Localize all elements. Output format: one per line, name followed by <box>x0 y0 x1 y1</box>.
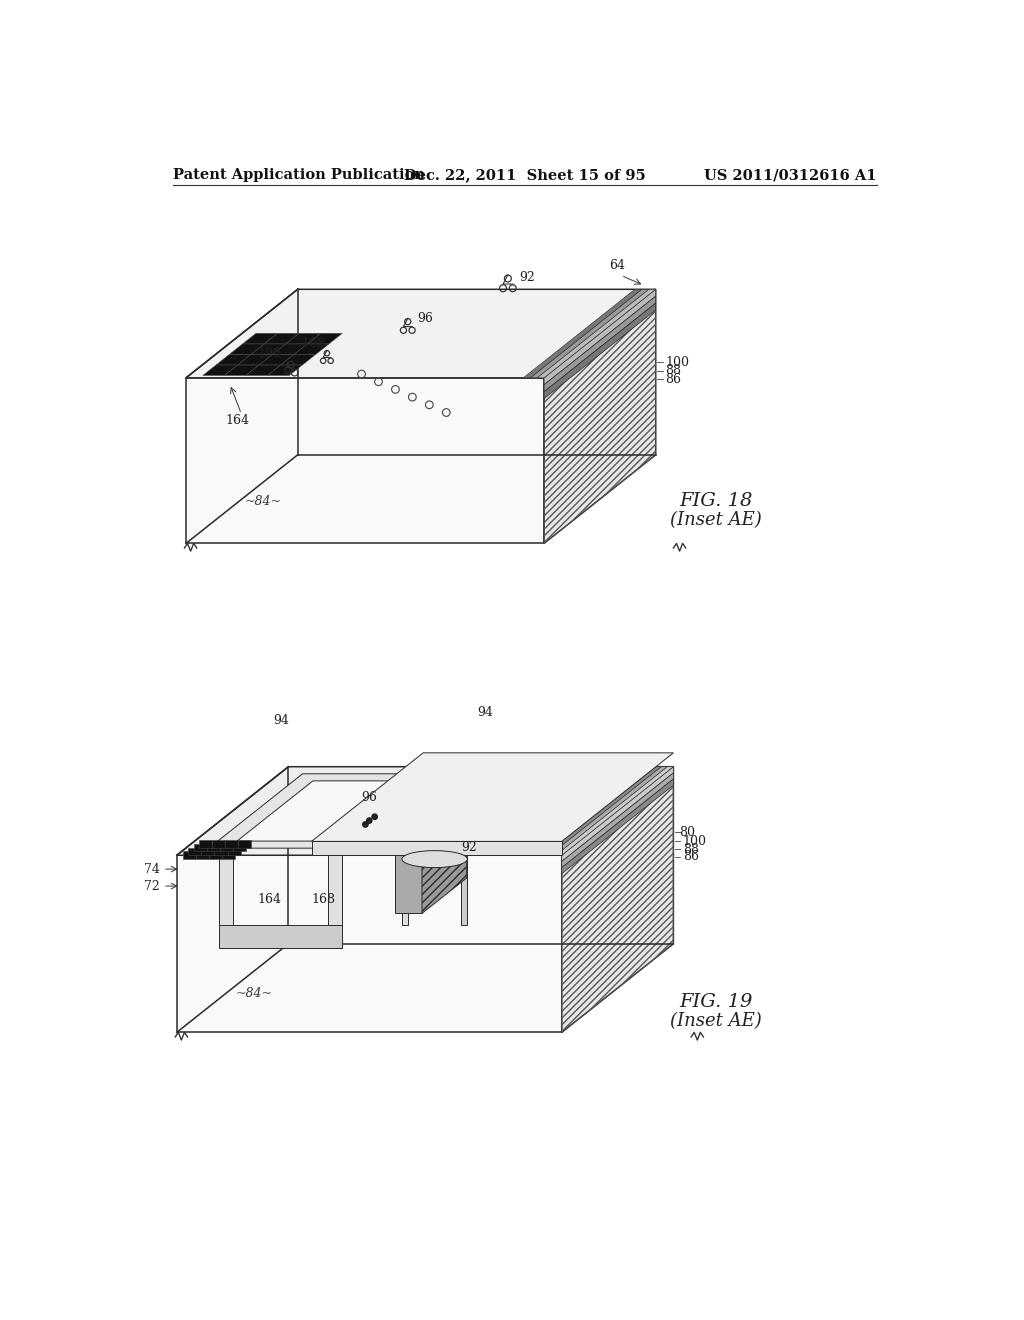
Text: 88: 88 <box>683 842 698 855</box>
Text: 168: 168 <box>301 337 325 350</box>
Polygon shape <box>562 767 674 1032</box>
Text: 94: 94 <box>272 714 289 727</box>
Polygon shape <box>422 793 467 913</box>
Polygon shape <box>538 289 655 378</box>
Polygon shape <box>186 378 544 544</box>
Text: 168: 168 <box>311 894 335 907</box>
Polygon shape <box>544 296 655 392</box>
Text: 72: 72 <box>144 879 160 892</box>
Polygon shape <box>220 843 233 851</box>
Text: Dec. 22, 2011  Sheet 15 of 95: Dec. 22, 2011 Sheet 15 of 95 <box>403 169 646 182</box>
Text: ~84~: ~84~ <box>236 987 272 1001</box>
Polygon shape <box>307 334 342 345</box>
Polygon shape <box>199 840 212 847</box>
Text: 88: 88 <box>665 364 681 378</box>
Text: 80: 80 <box>679 825 695 838</box>
Text: FIG. 19: FIG. 19 <box>679 993 753 1011</box>
Text: 100: 100 <box>665 356 689 370</box>
Polygon shape <box>562 767 674 862</box>
Text: 92: 92 <box>462 841 477 854</box>
Text: 92: 92 <box>519 271 536 284</box>
Polygon shape <box>311 841 562 855</box>
Polygon shape <box>219 855 233 924</box>
Text: (Inset AE): (Inset AE) <box>670 1012 762 1030</box>
Polygon shape <box>212 840 225 847</box>
Text: US 2011/0312616 A1: US 2011/0312616 A1 <box>705 169 877 182</box>
Text: 100: 100 <box>683 834 707 847</box>
Polygon shape <box>202 847 214 855</box>
Polygon shape <box>194 843 207 851</box>
Polygon shape <box>294 345 329 354</box>
Text: 74: 74 <box>144 862 160 875</box>
Text: 164: 164 <box>225 413 250 426</box>
Text: FIG. 18: FIG. 18 <box>679 492 753 510</box>
Polygon shape <box>556 767 674 855</box>
Polygon shape <box>530 289 649 378</box>
Polygon shape <box>219 924 342 948</box>
Polygon shape <box>246 364 281 375</box>
Polygon shape <box>196 851 209 859</box>
Polygon shape <box>216 354 251 364</box>
Polygon shape <box>188 847 202 855</box>
Polygon shape <box>272 345 307 354</box>
Ellipse shape <box>401 850 467 867</box>
Polygon shape <box>237 781 436 841</box>
Polygon shape <box>243 334 278 345</box>
Polygon shape <box>544 304 655 399</box>
Polygon shape <box>209 851 222 859</box>
Polygon shape <box>544 767 662 855</box>
Polygon shape <box>183 851 196 859</box>
Polygon shape <box>177 855 562 1032</box>
Text: 86: 86 <box>665 372 681 385</box>
Polygon shape <box>186 289 655 378</box>
Polygon shape <box>203 364 238 375</box>
Polygon shape <box>550 767 668 855</box>
Text: 86: 86 <box>683 850 698 863</box>
Polygon shape <box>224 364 259 375</box>
Polygon shape <box>238 354 272 364</box>
Text: (Inset AE): (Inset AE) <box>670 511 762 529</box>
Polygon shape <box>207 843 220 851</box>
Circle shape <box>367 818 372 824</box>
Text: 198: 198 <box>257 347 282 360</box>
Polygon shape <box>214 847 227 855</box>
Text: 164: 164 <box>257 894 282 907</box>
Circle shape <box>362 822 368 828</box>
Polygon shape <box>259 354 294 364</box>
Text: ~84~: ~84~ <box>245 495 282 508</box>
Text: 94: 94 <box>477 706 493 719</box>
Polygon shape <box>222 851 236 859</box>
Text: 96: 96 <box>361 791 377 804</box>
Polygon shape <box>251 345 286 354</box>
Text: 96: 96 <box>417 312 433 325</box>
Polygon shape <box>233 843 246 851</box>
Polygon shape <box>544 289 655 385</box>
Polygon shape <box>401 855 409 924</box>
Polygon shape <box>395 829 422 913</box>
Circle shape <box>372 814 378 820</box>
Polygon shape <box>264 334 299 345</box>
Polygon shape <box>227 847 241 855</box>
Polygon shape <box>395 793 467 829</box>
Polygon shape <box>329 855 342 924</box>
Polygon shape <box>225 840 239 847</box>
Polygon shape <box>267 364 302 375</box>
Polygon shape <box>425 789 526 836</box>
Polygon shape <box>562 779 674 874</box>
Polygon shape <box>311 752 674 841</box>
Polygon shape <box>562 774 674 867</box>
Polygon shape <box>401 780 549 845</box>
Polygon shape <box>209 774 461 849</box>
Polygon shape <box>177 767 674 855</box>
Polygon shape <box>461 855 467 924</box>
Text: 64: 64 <box>609 259 626 272</box>
Polygon shape <box>523 289 642 378</box>
Polygon shape <box>286 334 321 345</box>
Polygon shape <box>239 840 252 847</box>
Polygon shape <box>281 354 315 364</box>
Polygon shape <box>544 289 655 544</box>
Polygon shape <box>229 345 264 354</box>
Text: Patent Application Publication: Patent Application Publication <box>173 169 425 182</box>
